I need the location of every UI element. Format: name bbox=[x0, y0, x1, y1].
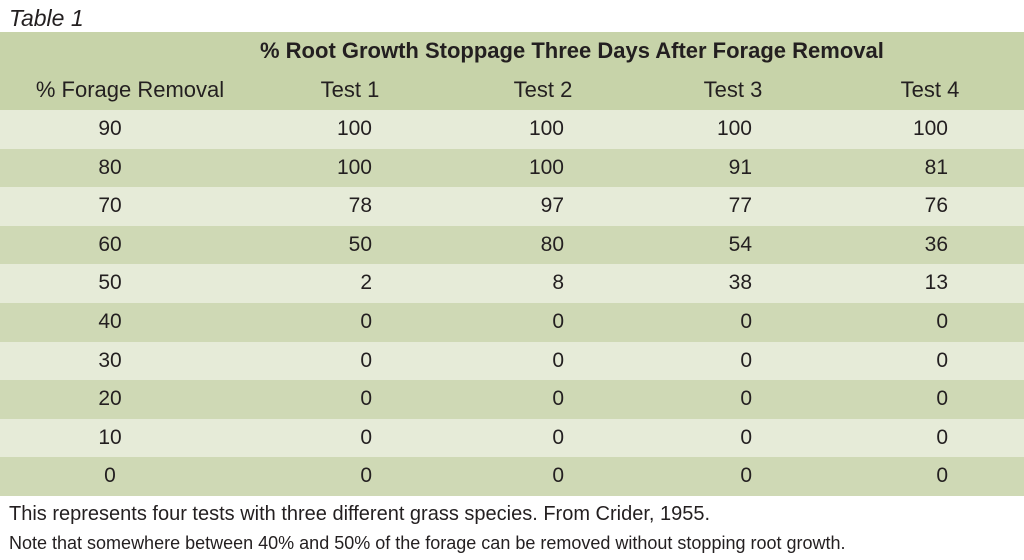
cell-test-1: 0 bbox=[360, 348, 372, 372]
footnote-source: This represents four tests with three di… bbox=[9, 503, 711, 525]
cell-test-1: 2 bbox=[360, 271, 372, 295]
table-row: 40 0 0 0 0 bbox=[0, 302, 1024, 342]
cell-test-2: 80 bbox=[540, 232, 564, 256]
cell-test-1: 100 bbox=[336, 155, 372, 179]
cell-forage-removal: 60 bbox=[98, 232, 122, 256]
cell-test-3: 91 bbox=[728, 155, 752, 179]
cell-test-2: 100 bbox=[528, 155, 564, 179]
cell-test-1: 0 bbox=[360, 309, 372, 333]
cell-forage-removal: 10 bbox=[98, 425, 122, 449]
column-header-test-3: Test 3 bbox=[703, 77, 763, 102]
data-table: % Root Growth Stoppage Three Days After … bbox=[0, 32, 1024, 496]
cell-forage-removal: 30 bbox=[98, 348, 122, 372]
cell-forage-removal: 70 bbox=[98, 194, 122, 218]
cell-forage-removal: 90 bbox=[98, 117, 122, 140]
table-row: 70 78 97 77 76 bbox=[0, 187, 1024, 226]
cell-forage-removal: 80 bbox=[98, 155, 122, 179]
table-row: 20 0 0 0 0 bbox=[0, 380, 1024, 419]
cell-test-2: 0 bbox=[552, 309, 564, 333]
footnote-note: Note that somewhere between 40% and 50% … bbox=[9, 533, 846, 553]
table-row: 0 0 0 0 0 bbox=[0, 457, 1024, 496]
cell-test-4: 81 bbox=[924, 155, 948, 179]
cell-test-4: 0 bbox=[936, 348, 948, 372]
column-header-forage-removal: % Forage Removal bbox=[35, 77, 225, 102]
cell-test-1: 100 bbox=[336, 117, 372, 140]
column-header-row: % Forage Removal Test 1 Test 2 Test 3 Te… bbox=[0, 74, 1024, 106]
cell-forage-removal: 0 bbox=[104, 464, 116, 488]
column-header-test-1: Test 1 bbox=[320, 77, 380, 102]
cell-test-2: 0 bbox=[552, 387, 564, 411]
table-row: 90 100 100 100 100 bbox=[0, 110, 1024, 149]
table-title: % Root Growth Stoppage Three Days After … bbox=[260, 38, 884, 63]
cell-test-4: 0 bbox=[936, 425, 948, 449]
cell-forage-removal: 20 bbox=[98, 387, 122, 411]
cell-test-1: 0 bbox=[360, 425, 372, 449]
cell-test-4: 36 bbox=[924, 232, 948, 256]
column-header-test-4: Test 4 bbox=[900, 77, 960, 102]
cell-test-1: 78 bbox=[348, 194, 372, 218]
cell-test-4: 100 bbox=[912, 117, 948, 140]
cell-test-3: 0 bbox=[740, 387, 752, 411]
table-row: 60 50 80 54 36 bbox=[0, 225, 1024, 265]
cell-test-2: 100 bbox=[528, 117, 564, 140]
cell-forage-removal: 50 bbox=[98, 271, 122, 295]
cell-test-2: 97 bbox=[540, 194, 564, 218]
cell-test-3: 0 bbox=[740, 348, 752, 372]
cell-test-1: 0 bbox=[360, 464, 372, 488]
cell-test-3: 0 bbox=[740, 464, 752, 488]
cell-test-4: 76 bbox=[924, 194, 948, 218]
cell-test-2: 0 bbox=[552, 348, 564, 372]
cell-test-3: 54 bbox=[728, 232, 752, 256]
cell-test-3: 0 bbox=[740, 309, 752, 333]
cell-test-3: 77 bbox=[728, 194, 752, 218]
cell-test-1: 0 bbox=[360, 387, 372, 411]
table-body: 90 100 100 100 100 80 100 100 91 81 70 78 97 77 76 60 50… bbox=[0, 110, 1024, 496]
cell-test-4: 0 bbox=[936, 387, 948, 411]
cell-test-2: 8 bbox=[552, 271, 564, 295]
table-row: 30 0 0 0 0 bbox=[0, 341, 1024, 381]
cell-test-3: 0 bbox=[740, 425, 752, 449]
cell-test-4: 0 bbox=[936, 464, 948, 488]
table-row: 80 100 100 91 81 bbox=[0, 148, 1024, 188]
cell-test-1: 50 bbox=[348, 232, 372, 256]
column-header-test-2: Test 2 bbox=[513, 77, 573, 102]
table-caption: Table 1 bbox=[9, 5, 84, 31]
cell-forage-removal: 40 bbox=[98, 309, 122, 333]
table-row: 50 2 8 38 13 bbox=[0, 264, 1024, 303]
cell-test-2: 0 bbox=[552, 425, 564, 449]
cell-test-3: 38 bbox=[728, 271, 752, 295]
cell-test-2: 0 bbox=[552, 464, 564, 488]
cell-test-4: 0 bbox=[936, 309, 948, 333]
cell-test-3: 100 bbox=[716, 117, 752, 140]
table-row: 10 0 0 0 0 bbox=[0, 418, 1024, 458]
cell-test-4: 13 bbox=[924, 271, 948, 295]
table-header: % Root Growth Stoppage Three Days After … bbox=[0, 32, 1024, 110]
